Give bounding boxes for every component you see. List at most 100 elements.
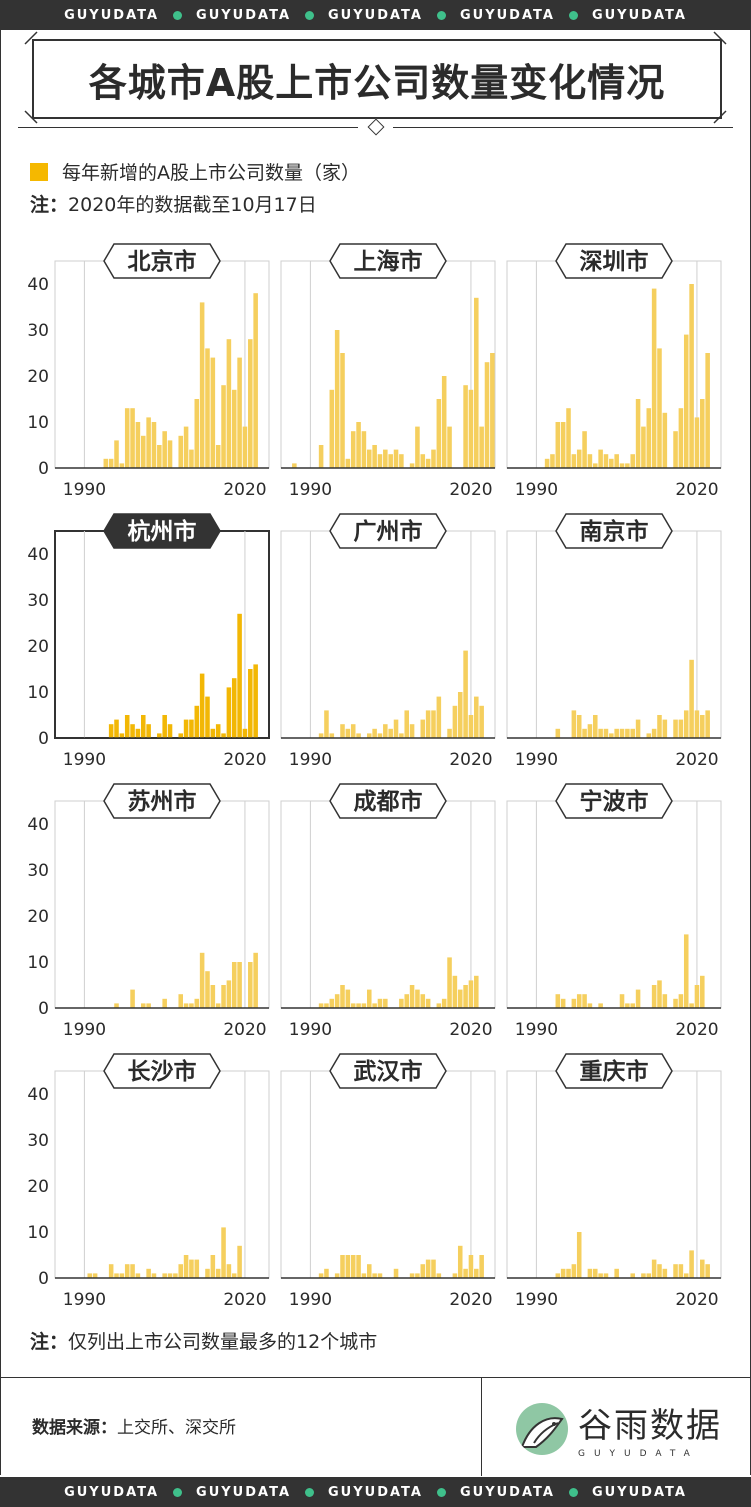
- note-top: 注：2020年的数据截至10月17日: [30, 190, 317, 217]
- bar: [425, 458, 431, 468]
- bar: [436, 399, 442, 468]
- bar: [705, 353, 710, 468]
- bar: [329, 733, 335, 738]
- bar: [404, 710, 410, 738]
- corner-ornament: [24, 110, 38, 124]
- bar: [587, 1003, 593, 1008]
- bar: [678, 1264, 684, 1278]
- bar: [490, 353, 495, 468]
- bar: [205, 1268, 210, 1278]
- bar: [130, 989, 135, 1008]
- panel-title-tag: [329, 243, 447, 279]
- bar: [183, 426, 189, 468]
- bar: [657, 980, 662, 1008]
- bar: [324, 710, 329, 738]
- bar: [318, 1003, 324, 1008]
- x-tick-label: 2020: [675, 1020, 718, 1040]
- bar: [87, 1273, 93, 1278]
- panel-frame: [54, 1070, 270, 1279]
- bar: [103, 458, 109, 468]
- y-tick-label: 10: [27, 1223, 49, 1243]
- bar: [162, 1273, 167, 1278]
- panel-title: 宁波市: [580, 788, 649, 815]
- bar: [377, 733, 383, 738]
- bar: [630, 728, 636, 738]
- bar: [555, 728, 561, 738]
- bar: [372, 1003, 377, 1008]
- city-panel: 0 10 20 30 40 1990 2020 杭州市: [27, 513, 270, 770]
- note-top-text: 2020年的数据截至10月17日: [68, 194, 317, 216]
- panel-title: 南京市: [580, 518, 649, 545]
- x-tick-label: 2020: [223, 750, 266, 770]
- bar: [248, 339, 253, 468]
- legend-swatch: [30, 162, 48, 181]
- x-tick-label: 2020: [223, 1020, 266, 1040]
- bar: [221, 733, 226, 738]
- top-brand-band: GUYUDATA GUYUDATA GUYUDATA GUYUDATA GUYU…: [0, 0, 751, 30]
- bar: [571, 710, 577, 738]
- bar: [361, 1273, 367, 1278]
- note-bottom: 注：仅列出上市公司数量最多的12个城市: [30, 1327, 377, 1354]
- bar: [619, 994, 625, 1008]
- bar: [420, 1264, 426, 1278]
- bar: [292, 463, 297, 468]
- x-tick-label: 1990: [515, 480, 558, 500]
- bar: [592, 463, 598, 468]
- bar: [678, 408, 684, 468]
- bar: [189, 1003, 194, 1008]
- bar: [114, 440, 119, 468]
- bar: [700, 975, 705, 1008]
- bar: [560, 998, 566, 1008]
- bar: [231, 389, 237, 468]
- note-bottom-prefix: 注：: [30, 1331, 69, 1353]
- panel-title-tag: [103, 783, 221, 819]
- bar: [404, 994, 410, 1008]
- bar: [231, 962, 237, 1008]
- bar: [183, 1255, 189, 1278]
- band-text: GUYUDATA: [328, 7, 423, 23]
- panel-title-tag: [103, 513, 221, 549]
- bar: [345, 458, 351, 468]
- divider-rule: [18, 127, 358, 128]
- bar: [619, 728, 625, 738]
- bar: [237, 613, 242, 738]
- bar: [324, 1268, 329, 1278]
- panel-frame: [506, 260, 722, 469]
- bar: [689, 1003, 694, 1008]
- bar: [474, 1268, 479, 1278]
- bar: [393, 1268, 399, 1278]
- bar: [662, 719, 668, 738]
- bar: [598, 728, 603, 738]
- bar: [334, 330, 340, 468]
- band-dot: [173, 1487, 183, 1497]
- panel-title: 重庆市: [580, 1058, 649, 1085]
- bar: [678, 994, 684, 1008]
- bar: [108, 458, 114, 468]
- bar: [167, 724, 173, 738]
- bar: [140, 715, 146, 738]
- bar: [646, 1273, 652, 1278]
- bar: [205, 971, 210, 1008]
- x-tick-label: 1990: [515, 1290, 558, 1310]
- panel-title-tag: [329, 1053, 447, 1089]
- bar: [415, 1273, 420, 1278]
- corner-ornament: [24, 31, 38, 45]
- bar: [625, 1003, 630, 1008]
- bar: [630, 1273, 636, 1278]
- bar: [683, 1273, 689, 1278]
- bar: [550, 454, 555, 468]
- bar: [683, 334, 689, 468]
- bar: [678, 719, 684, 738]
- y-tick-label: 20: [27, 637, 49, 657]
- bar: [318, 1273, 324, 1278]
- bar: [468, 715, 474, 738]
- bar: [345, 1255, 351, 1278]
- bar: [130, 408, 135, 468]
- x-tick-label: 1990: [63, 1290, 106, 1310]
- bar: [377, 998, 383, 1008]
- bar: [221, 1227, 226, 1278]
- bar: [157, 445, 162, 468]
- bar: [135, 728, 141, 738]
- bar: [673, 1264, 678, 1278]
- bar: [130, 724, 135, 738]
